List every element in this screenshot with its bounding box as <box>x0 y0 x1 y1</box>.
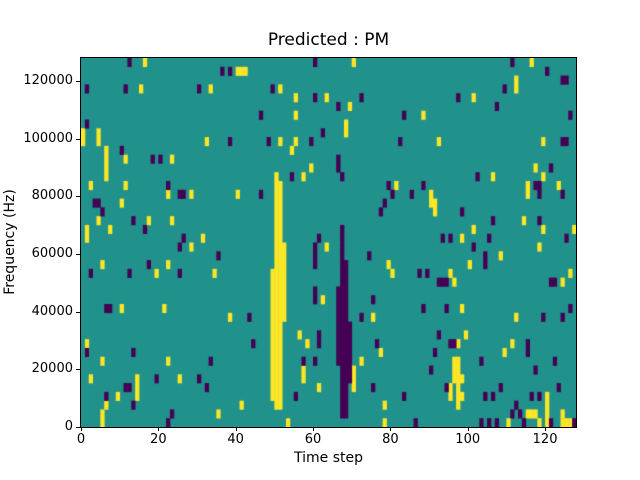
y-tick-mark <box>76 138 80 140</box>
x-axis-label: Time step <box>294 450 363 466</box>
y-tick-mark <box>76 81 80 83</box>
y-tick-mark <box>76 369 80 371</box>
x-tick-label: 60 <box>304 432 322 447</box>
y-tick-mark <box>76 311 80 313</box>
x-tick-mark <box>313 427 315 431</box>
y-axis-label: Frequency (Hz) <box>2 189 18 295</box>
x-tick-label: 20 <box>150 432 167 447</box>
heatmap-plot-area <box>81 58 576 427</box>
x-tick-label: 80 <box>382 432 399 447</box>
chart-title: Predicted : PM <box>267 30 390 50</box>
x-tick-mark <box>235 427 237 431</box>
x-tick-label: 100 <box>455 432 481 447</box>
x-tick-mark <box>390 427 392 431</box>
x-tick-mark <box>545 427 547 431</box>
x-tick-mark <box>467 427 469 431</box>
plot-frame <box>80 57 577 428</box>
y-tick-label: 0 <box>64 419 73 434</box>
x-tick-label: 120 <box>532 432 558 447</box>
y-tick-mark <box>76 254 80 256</box>
y-tick-label: 60000 <box>31 246 73 262</box>
x-tick-label: 0 <box>76 432 86 447</box>
y-tick-mark <box>76 196 80 198</box>
y-tick-label: 40000 <box>31 303 73 319</box>
y-tick-label: 80000 <box>31 188 73 204</box>
y-tick-label: 20000 <box>31 361 73 377</box>
x-tick-mark <box>158 427 160 431</box>
x-tick-mark <box>81 427 82 431</box>
y-tick-label: 100000 <box>23 130 73 146</box>
y-tick-label: 120000 <box>23 73 73 89</box>
x-tick-label: 40 <box>227 432 244 447</box>
y-tick-mark <box>76 427 80 428</box>
